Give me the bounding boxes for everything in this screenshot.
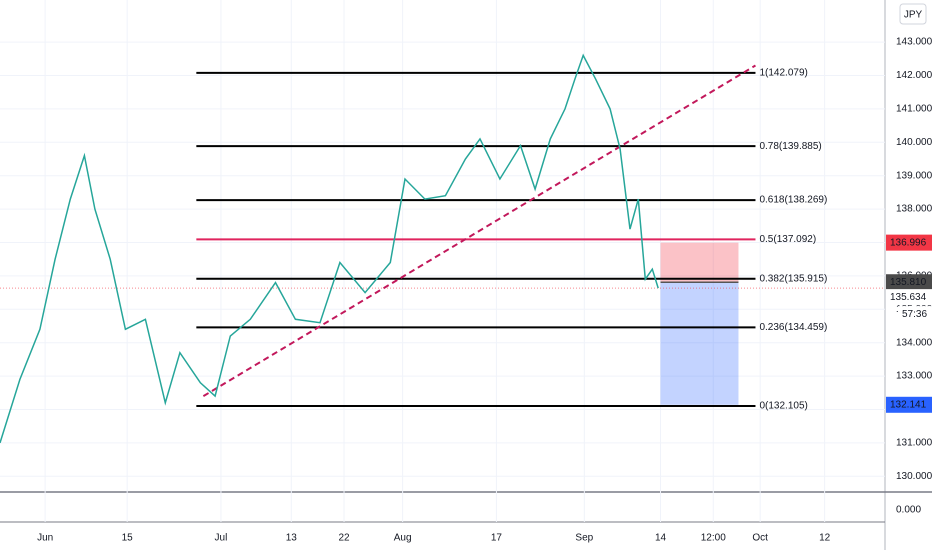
currency-badge[interactable]: [899, 3, 927, 25]
y-tick-label: 0.000: [896, 505, 921, 516]
y-tick-label: 143.000: [896, 37, 932, 48]
stop-zone: [660, 242, 739, 283]
x-tick-label: 22: [338, 533, 350, 544]
y-tick-label: 142.000: [896, 70, 932, 81]
price-tag-label: 132.141: [890, 399, 927, 410]
x-tick-label: 15: [122, 533, 134, 544]
fib-label: 1(142.079): [759, 67, 807, 78]
price-tag: [886, 289, 932, 306]
y-tick-label: 141.000: [896, 104, 932, 115]
x-tick-label: 14: [655, 533, 667, 544]
y-tick-label: 133.000: [896, 371, 932, 382]
fib-label: 0.618(138.269): [759, 195, 827, 206]
x-tick-label: Jul: [215, 533, 228, 544]
price-tag: [886, 274, 932, 291]
y-tick-label: 130.000: [896, 471, 932, 482]
x-tick-label: Aug: [394, 533, 412, 544]
price-line: [0, 53, 659, 444]
x-tick-label: 17: [491, 533, 503, 544]
price-tag-label: 135.634: [890, 292, 927, 303]
price-tag: [886, 396, 932, 413]
y-tick-label: 139.000: [896, 170, 932, 181]
y-tick-label: 140.000: [896, 137, 932, 148]
fib-label: 0.5(137.092): [759, 234, 816, 245]
fib-label: 0(132.105): [759, 401, 807, 412]
x-tick-label: Jun: [37, 533, 53, 544]
x-tick-label: 12:00: [701, 533, 726, 544]
target-zone: [660, 282, 739, 405]
fib-label: 0.236(134.459): [759, 322, 827, 333]
x-tick-label: 13: [286, 533, 298, 544]
x-tick-label: 12: [819, 533, 831, 544]
currency: JPY: [904, 10, 923, 21]
y-tick-label: 131.000: [896, 438, 932, 449]
price-tag-label: 135.810: [890, 277, 927, 288]
trend-line: [202, 64, 756, 397]
countdown-bg: [898, 306, 932, 323]
countdown: 57:36: [902, 309, 927, 320]
price-tag-label: 136.996: [890, 237, 927, 248]
fib-label: 0.382(135.915): [759, 273, 827, 284]
price-tag: [886, 234, 932, 251]
fib-label: 0.78(139.885): [759, 141, 821, 152]
y-tick-label: 134.000: [896, 337, 932, 348]
y-tick-label: 138.000: [896, 204, 932, 215]
x-tick-label: Oct: [752, 533, 768, 544]
x-tick-label: Sep: [575, 533, 593, 544]
